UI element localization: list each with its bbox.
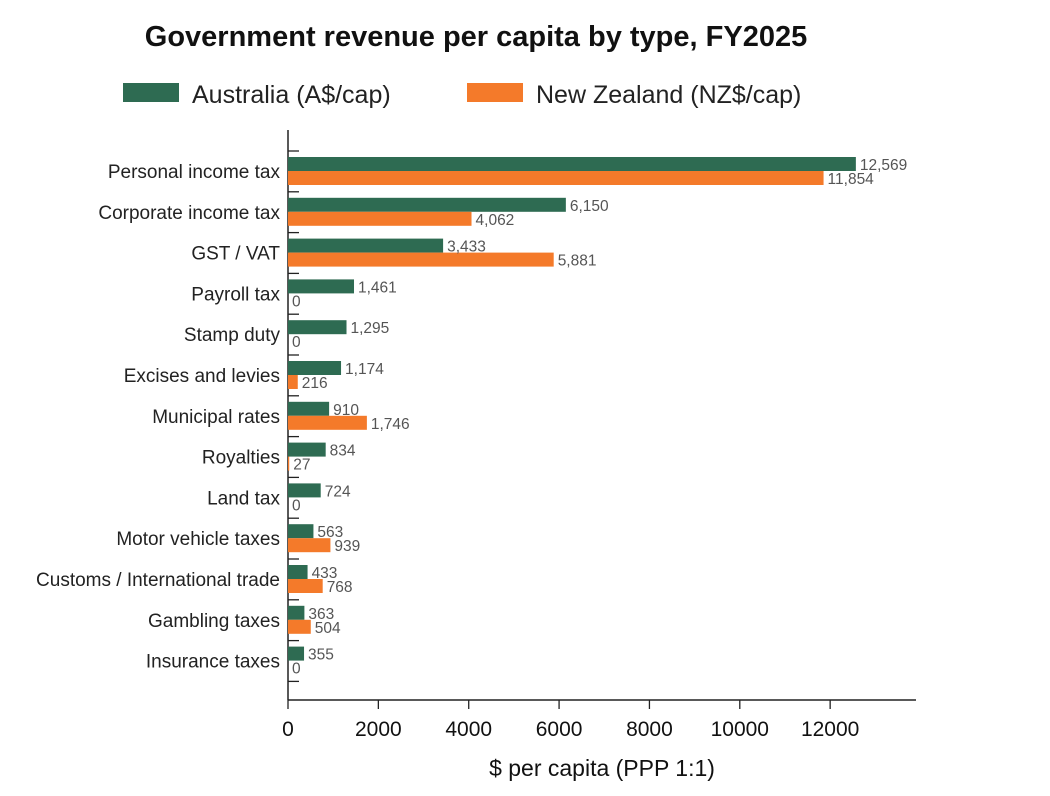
bar-australia [288,279,355,294]
bar-australia [288,320,347,335]
bar-australia [288,157,856,171]
value-label: 768 [327,579,353,596]
x-tick-label: 4000 [445,718,492,741]
bar-new-zealand [288,415,367,430]
legend-label-1: New Zealand (NZ$/cap) [536,81,801,109]
x-tick-label: 6000 [536,718,583,741]
category-label: GST / VAT [191,244,280,265]
value-label: 433 [312,565,338,582]
bar-new-zealand [288,171,824,185]
value-label: 1,295 [351,320,390,337]
category-label: Personal income tax [108,162,281,183]
bar-new-zealand [288,252,554,267]
bar-australia [288,442,326,457]
category-label: Municipal rates [152,407,280,428]
value-label: 910 [333,402,359,419]
bars [288,157,856,661]
value-label: 216 [302,375,328,392]
x-tick-label: 2000 [355,718,402,741]
value-label: 834 [330,443,356,460]
legend-swatch-1 [467,83,523,102]
value-label: 0 [292,334,301,351]
bar-australia [288,646,305,661]
value-label: 563 [317,524,343,541]
bar-new-zealand [288,579,323,593]
value-label: 11,854 [828,171,875,188]
bar-australia [288,605,305,620]
value-label: 363 [308,606,334,623]
category-label: Excises and levies [124,366,280,387]
x-axis-title: $ per capita (PPP 1:1) [489,755,715,781]
chart-title: Government revenue per capita by type, F… [145,21,807,53]
value-label: 939 [334,538,360,555]
value-label: 5,881 [558,253,597,270]
value-label: 1,174 [345,361,384,378]
bar-australia [288,401,330,416]
value-labels: 12,569 6,150 3,433 1,461 1,295 1,174 910 834 724… [292,157,907,678]
x-axis: 0 2000 4000 6000 8000 10000 12000 [282,699,916,741]
bar-new-zealand [288,211,472,226]
category-label: Stamp duty [184,325,281,346]
value-label: 724 [325,483,351,500]
bar-australia [288,361,342,375]
bar-new-zealand [288,375,298,389]
x-tick-label: 10000 [711,718,769,741]
value-label: 355 [308,647,334,664]
x-tick-label: 12000 [801,718,859,741]
bar-new-zealand [288,619,311,634]
bar-australia [288,524,314,539]
legend-label-0: Australia (A$/cap) [192,81,391,109]
value-label: 0 [292,293,301,310]
category-label: Payroll tax [191,284,280,305]
value-label: 1,461 [358,279,397,296]
category-label: Insurance taxes [146,652,280,673]
category-label: Gambling taxes [148,611,280,632]
value-label: 1,746 [371,416,410,433]
value-label: 0 [292,661,301,678]
legend: Australia (A$/cap) New Zealand (NZ$/cap) [123,81,801,109]
bar-australia [288,565,308,579]
x-tick-label: 8000 [626,718,673,741]
x-tick-label: 0 [282,718,294,741]
bar-australia [288,483,321,498]
legend-swatch-0 [123,83,179,102]
value-label: 0 [292,497,301,514]
y-axis: Personal income tax Corporate income tax G… [36,130,299,700]
bar-new-zealand [288,538,331,553]
bar-new-zealand [288,456,290,471]
value-label: 504 [315,620,341,637]
value-label: 27 [293,457,310,474]
value-label: 6,150 [570,198,609,215]
bar-australia [288,238,444,253]
category-label: Corporate income tax [98,203,280,224]
category-label: Motor vehicle taxes [116,529,280,550]
category-label: Customs / International trade [36,570,280,591]
category-label: Land tax [207,488,280,509]
value-label: 3,433 [447,239,486,256]
value-label: 4,062 [476,212,515,229]
value-label: 12,569 [860,157,907,174]
bar-australia [288,197,566,212]
category-label: Royalties [202,448,280,469]
